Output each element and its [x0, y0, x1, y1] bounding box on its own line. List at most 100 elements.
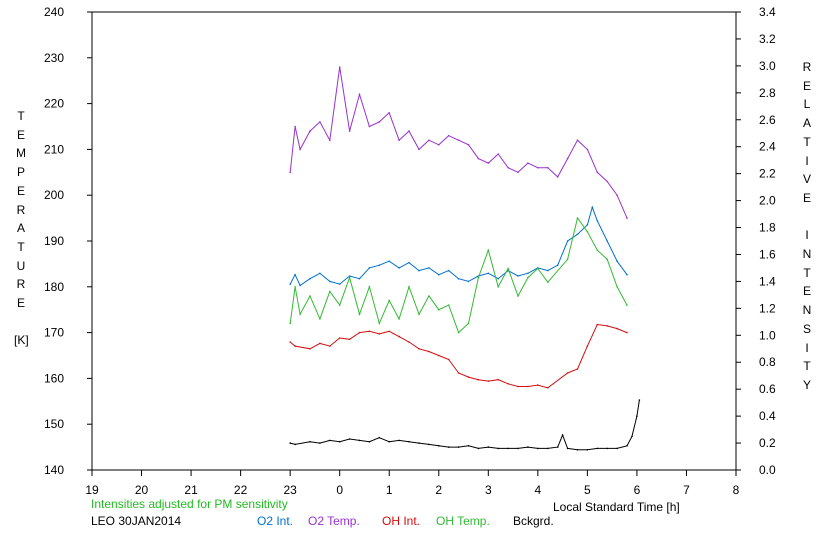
bottom-axis-ticks: 19 20 21 22 23 0 1 2 3 4 5 6 7 8 [85, 470, 740, 497]
data-point [299, 313, 301, 316]
data-point [467, 322, 470, 325]
data-point [507, 383, 509, 385]
right-tick-label: 3.2 [759, 32, 776, 46]
left-tick-label: 140 [44, 463, 64, 477]
data-point [477, 378, 480, 381]
data-point [289, 171, 292, 174]
left-tick-label: 160 [44, 371, 64, 385]
data-point [418, 269, 420, 272]
data-point [586, 231, 589, 233]
data-point [338, 337, 341, 339]
data-point [507, 267, 509, 270]
data-point [378, 333, 381, 335]
data-point [527, 385, 529, 388]
data-point [576, 368, 579, 370]
data-point [428, 443, 430, 446]
data-point [348, 276, 351, 279]
data-point [586, 224, 589, 226]
data-point [487, 162, 490, 164]
data-point [358, 439, 361, 442]
data-point [447, 304, 450, 306]
data-point [309, 440, 311, 443]
legend-entry: OH Int. [382, 514, 421, 528]
data-point [477, 157, 480, 160]
right-tick-label: 2.6 [759, 113, 776, 127]
data-point [388, 330, 391, 333]
x-tick-label: 1 [386, 483, 393, 497]
data-point [319, 318, 321, 320]
right-tick-label: 1.4 [759, 274, 776, 288]
data-point [547, 269, 549, 272]
x-tick-label: 3 [485, 483, 492, 497]
data-point [631, 435, 633, 438]
data-point [294, 286, 296, 288]
data-point [596, 171, 599, 174]
data-point [497, 447, 500, 450]
data-point [487, 446, 490, 448]
data-point [368, 267, 371, 269]
data-point [294, 273, 296, 276]
data-point [616, 194, 618, 196]
data-point [398, 139, 400, 141]
right-tick-label: 0.0 [759, 463, 776, 477]
left-tick-label: 220 [44, 97, 64, 111]
data-point [537, 267, 539, 270]
data-point [507, 166, 509, 169]
data-point [566, 157, 569, 160]
station-date-label: LEO 30JAN2014 [91, 514, 182, 528]
right-tick-label: 2.2 [759, 167, 776, 181]
data-point [388, 299, 391, 302]
right-tick-label: 1.6 [759, 247, 776, 261]
data-point [537, 384, 539, 386]
data-point [368, 286, 371, 288]
legend-entry: OH Temp. [436, 514, 490, 528]
left-axis-ticks: 140 150 160 170 180 190 200 210 220 230 240 [44, 5, 92, 477]
data-point [299, 284, 301, 287]
data-point [527, 446, 529, 448]
data-point [428, 139, 430, 141]
data-point [626, 217, 628, 219]
data-point [537, 447, 539, 450]
data-point [547, 447, 549, 450]
data-point [319, 121, 321, 123]
data-point [428, 267, 430, 269]
data-point [378, 436, 381, 439]
data-point [438, 144, 440, 146]
x-tick-label: 5 [584, 483, 591, 497]
right-tick-label: 0.2 [759, 436, 776, 450]
data-point [378, 121, 381, 123]
data-point [487, 380, 490, 382]
data-point [294, 443, 296, 446]
data-point [457, 446, 460, 448]
data-point [606, 447, 608, 450]
right-tick-label: 3.4 [759, 5, 776, 19]
series-line-bckgrd [290, 399, 640, 451]
data-point [626, 304, 628, 306]
right-tick-label: 0.6 [759, 382, 776, 396]
right-tick-label: 0.4 [759, 409, 776, 423]
data-point [408, 286, 410, 288]
data-point [338, 283, 341, 285]
data-point [576, 217, 579, 219]
data-point [616, 447, 618, 450]
data-point [398, 318, 400, 320]
data-point [576, 233, 579, 236]
data-point [467, 144, 470, 146]
data-point [398, 439, 400, 442]
data-point [566, 372, 569, 374]
data-point [638, 399, 641, 401]
data-point [566, 258, 569, 261]
legend-entry: Bckgrd. [513, 514, 554, 528]
data-point [398, 335, 400, 338]
data-point [507, 447, 509, 450]
x-tick-label: 7 [683, 483, 690, 497]
data-point [294, 345, 296, 347]
data-point [378, 264, 381, 267]
series-line-oh-int [289, 323, 628, 389]
data-point [596, 249, 599, 251]
data-point [348, 275, 351, 277]
data-point [309, 295, 311, 297]
data-point [388, 440, 391, 443]
right-tick-label: 2.4 [759, 140, 776, 154]
